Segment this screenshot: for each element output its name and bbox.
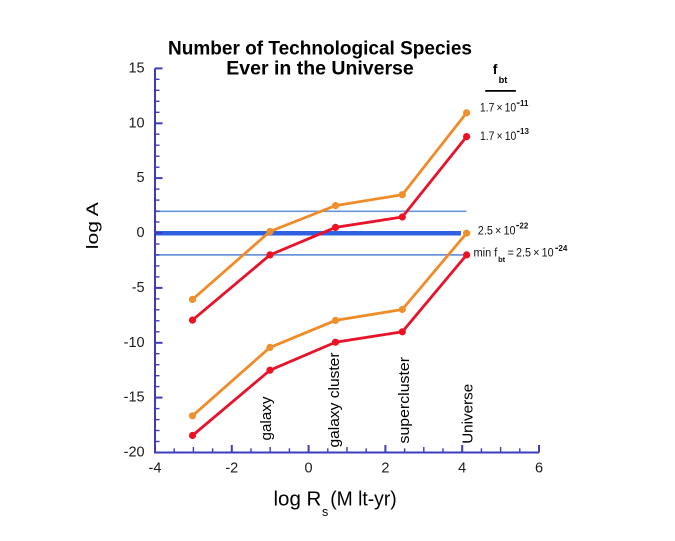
svg-text:galaxy: galaxy bbox=[258, 396, 275, 441]
svg-text:-15: -15 bbox=[124, 390, 145, 406]
svg-text:s: s bbox=[322, 505, 328, 519]
svg-text:-10: -10 bbox=[124, 335, 145, 351]
svg-text:-2: -2 bbox=[225, 460, 238, 476]
svg-text:bt: bt bbox=[498, 255, 506, 264]
svg-text:log R: log R bbox=[274, 487, 322, 510]
svg-text:min f: min f bbox=[474, 248, 499, 260]
svg-text:Universe: Universe bbox=[460, 384, 477, 444]
svg-text:5: 5 bbox=[137, 170, 145, 186]
svg-text:supercluster: supercluster bbox=[396, 357, 413, 444]
svg-text:13: 13 bbox=[520, 127, 529, 136]
svg-text:0: 0 bbox=[305, 460, 313, 476]
svg-text:22: 22 bbox=[519, 221, 528, 230]
svg-text:11: 11 bbox=[520, 99, 529, 108]
svg-text:galaxy cluster: galaxy cluster bbox=[326, 353, 343, 448]
svg-text:-4: -4 bbox=[149, 460, 162, 476]
svg-text:4: 4 bbox=[458, 460, 466, 476]
svg-text:15: 15 bbox=[128, 60, 144, 76]
svg-text:(M lt-yr): (M lt-yr) bbox=[330, 487, 397, 510]
svg-text:= 2.5 × 10: = 2.5 × 10 bbox=[508, 248, 554, 260]
svg-text:f: f bbox=[493, 61, 498, 77]
svg-text:log A: log A bbox=[83, 201, 102, 249]
svg-text:2: 2 bbox=[381, 460, 389, 476]
svg-text:2.5 × 10: 2.5 × 10 bbox=[478, 226, 516, 238]
svg-text:0: 0 bbox=[137, 225, 145, 241]
svg-text:10: 10 bbox=[128, 115, 144, 131]
svg-text:bt: bt bbox=[499, 75, 508, 85]
svg-text:Ever in the Universe: Ever in the Universe bbox=[226, 58, 414, 80]
svg-text:Number of Technological Specie: Number of Technological Species bbox=[168, 37, 472, 59]
svg-text:1.7 × 10: 1.7 × 10 bbox=[480, 102, 516, 114]
svg-text:24: 24 bbox=[558, 244, 567, 253]
svg-text:1.7 × 10: 1.7 × 10 bbox=[480, 131, 516, 143]
svg-text:-20: -20 bbox=[124, 445, 145, 461]
svg-text:6: 6 bbox=[535, 460, 543, 476]
svg-text:-5: -5 bbox=[132, 280, 145, 296]
